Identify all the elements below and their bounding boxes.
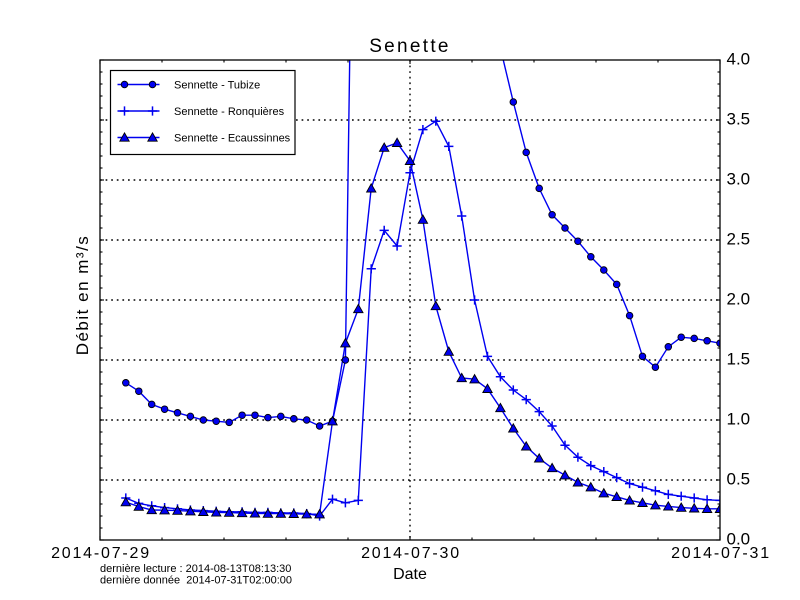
svg-text:Date: Date [393,566,427,583]
svg-text:dernière lecture : 2014-08-13T: dernière lecture : 2014-08-13T08:13:30 [100,563,291,575]
svg-text:1.0: 1.0 [727,410,751,429]
svg-text:Débit en m³/s: Débit en m³/s [73,235,92,356]
svg-text:0.0: 0.0 [727,530,751,549]
svg-text:dernière donnée 2014-07-31T02: dernière donnée 2014-07-31T02:00:00 [100,575,292,587]
svg-text:2.5: 2.5 [727,230,751,249]
svg-text:2014-07-30: 2014-07-30 [361,545,461,562]
svg-text:Sennette - Tubize: Sennette - Tubize [174,80,260,92]
svg-text:4.0: 4.0 [727,50,751,69]
svg-text:3.5: 3.5 [727,110,751,129]
svg-text:1.5: 1.5 [727,350,751,369]
svg-text:2014-07-31: 2014-07-31 [671,545,771,562]
svg-text:3.0: 3.0 [727,170,751,189]
svg-text:0.5: 0.5 [727,470,751,489]
svg-text:Sennette - Ronquières: Sennette - Ronquières [174,106,285,118]
svg-text:Sennette - Ecaussinnes: Sennette - Ecaussinnes [174,133,291,145]
svg-text:2.0: 2.0 [727,290,751,309]
svg-text:2014-07-29: 2014-07-29 [51,545,151,562]
svg-text:Senette: Senette [369,36,451,57]
